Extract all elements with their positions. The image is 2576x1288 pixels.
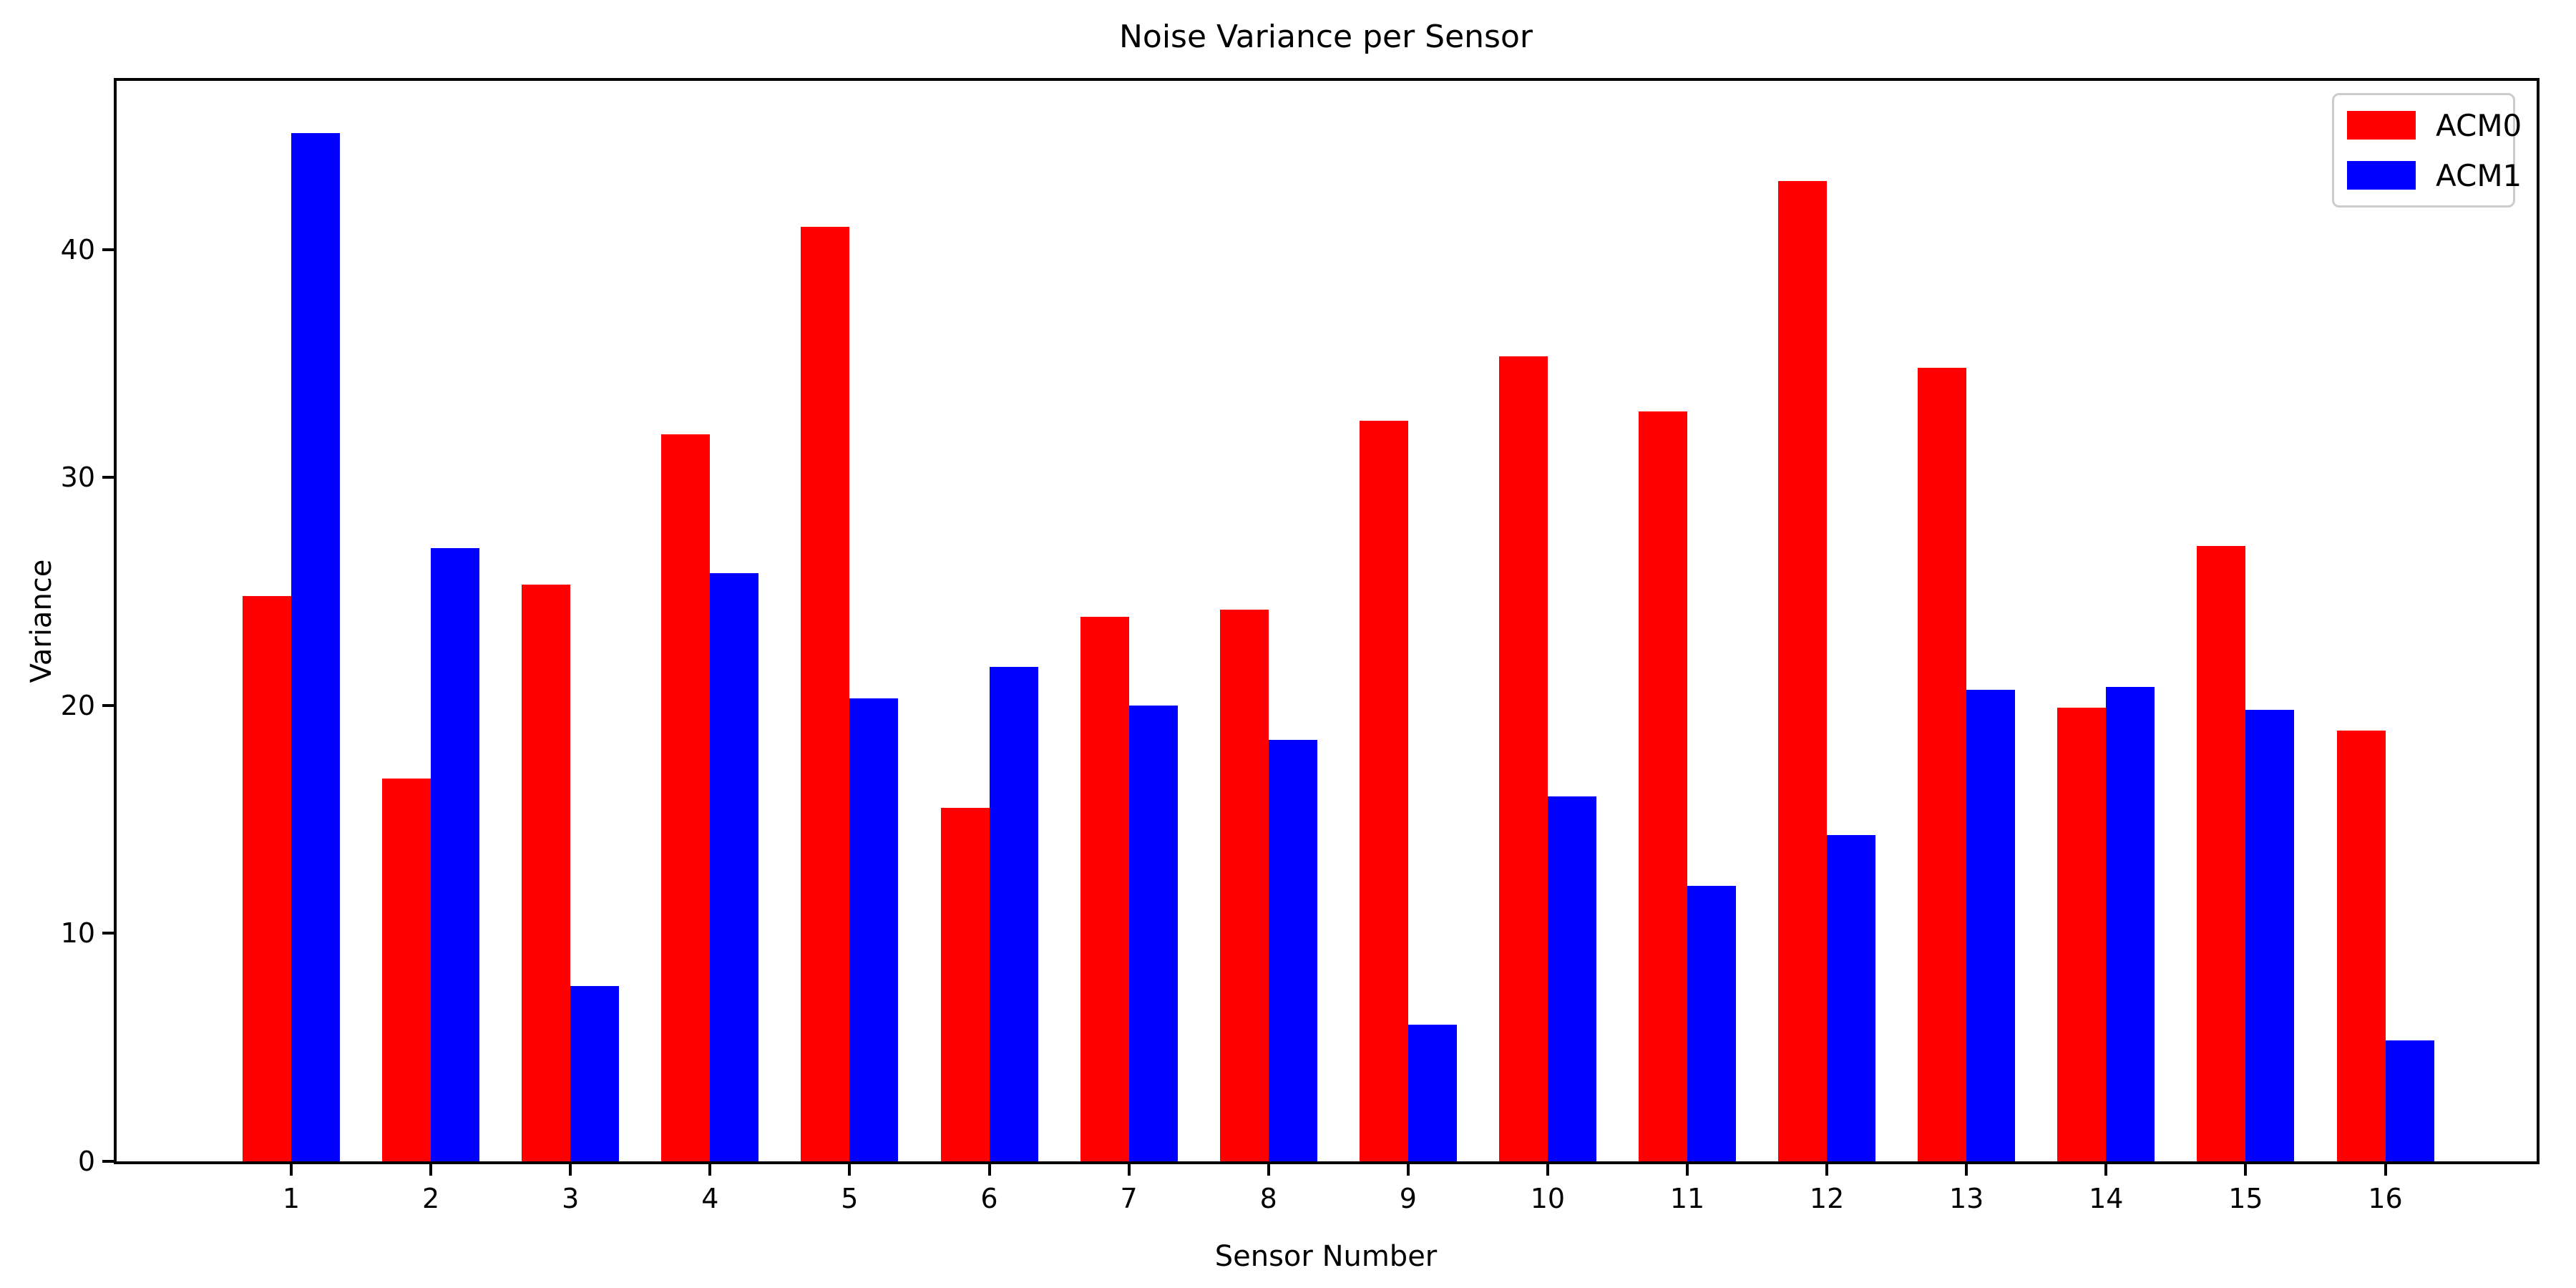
- y-tick-mark-20: [102, 703, 114, 707]
- bar-acm1-sensor-16: [2385, 1040, 2434, 1161]
- y-tick-label-40: 40: [60, 233, 95, 265]
- x-tick-label-12: 12: [1809, 1183, 1845, 1214]
- bar-acm0-sensor-14: [2057, 708, 2107, 1161]
- legend-label-acm0: ACM0: [2436, 107, 2522, 143]
- y-tick-mark-10: [102, 932, 114, 935]
- y-tick-label-0: 0: [77, 1146, 95, 1177]
- bar-acm0-sensor-6: [940, 808, 990, 1161]
- x-tick-label-10: 10: [1530, 1183, 1566, 1214]
- bar-acm0-sensor-16: [2336, 730, 2386, 1161]
- x-tick-mark-11: [1686, 1164, 1689, 1176]
- y-tick-label-20: 20: [60, 689, 95, 721]
- x-tick-label-15: 15: [2228, 1183, 2263, 1214]
- x-tick-label-8: 8: [1259, 1183, 1277, 1214]
- y-tick-label-10: 10: [60, 917, 95, 950]
- bar-acm0-sensor-7: [1080, 616, 1129, 1161]
- y-tick-mark-40: [102, 248, 114, 251]
- x-tick-mark-5: [848, 1164, 852, 1176]
- bar-acm1-sensor-12: [1827, 835, 1876, 1161]
- x-tick-mark-6: [987, 1164, 991, 1176]
- legend-label-acm1: ACM1: [2436, 157, 2522, 193]
- x-tick-label-7: 7: [1120, 1183, 1138, 1214]
- x-tick-label-14: 14: [2089, 1183, 2124, 1214]
- x-tick-label-1: 1: [282, 1183, 301, 1214]
- bar-acm0-sensor-8: [1219, 610, 1269, 1161]
- bar-acm1-sensor-7: [1128, 705, 1178, 1161]
- bar-acm0-sensor-11: [1639, 411, 1687, 1161]
- x-tick-label-16: 16: [2368, 1183, 2403, 1214]
- bar-acm0-sensor-15: [2197, 545, 2246, 1161]
- x-tick-mark-16: [2384, 1164, 2387, 1176]
- bar-acm1-sensor-6: [989, 666, 1038, 1161]
- bar-acm1-sensor-14: [2106, 687, 2155, 1161]
- x-tick-label-9: 9: [1399, 1183, 1417, 1214]
- bar-acm0-sensor-4: [661, 434, 711, 1161]
- legend-swatch-acm1: [2347, 161, 2416, 190]
- bar-acm1-sensor-13: [1966, 689, 2016, 1161]
- x-tick-mark-15: [2244, 1164, 2248, 1176]
- y-axis-label: Variance: [25, 559, 58, 683]
- x-tick-label-5: 5: [841, 1183, 859, 1214]
- y-tick-mark-0: [102, 1160, 114, 1163]
- y-tick-label-30: 30: [60, 462, 95, 494]
- x-tick-label-3: 3: [562, 1183, 580, 1214]
- x-tick-mark-2: [429, 1164, 433, 1176]
- bar-acm0-sensor-1: [243, 595, 291, 1161]
- x-tick-mark-12: [1825, 1164, 1829, 1176]
- bar-acm0-sensor-9: [1359, 420, 1408, 1161]
- bar-acm1-sensor-1: [291, 133, 340, 1161]
- bar-acm0-sensor-5: [801, 226, 850, 1161]
- bar-acm0-sensor-10: [1498, 356, 1548, 1161]
- bar-acm0-sensor-3: [522, 585, 571, 1161]
- x-tick-mark-9: [1406, 1164, 1410, 1176]
- x-tick-label-4: 4: [701, 1183, 719, 1214]
- bar-acm0-sensor-2: [382, 778, 431, 1161]
- bar-acm1-sensor-15: [2245, 710, 2295, 1161]
- x-tick-mark-10: [1546, 1164, 1549, 1176]
- bar-acm1-sensor-2: [431, 548, 480, 1161]
- x-tick-mark-7: [1127, 1164, 1131, 1176]
- x-tick-mark-13: [1965, 1164, 1968, 1176]
- x-tick-label-11: 11: [1669, 1183, 1705, 1214]
- y-tick-mark-30: [102, 476, 114, 479]
- bar-acm1-sensor-8: [1268, 739, 1317, 1161]
- x-tick-mark-1: [290, 1164, 293, 1176]
- x-tick-mark-14: [2104, 1164, 2108, 1176]
- bar-acm1-sensor-4: [710, 573, 759, 1161]
- x-tick-mark-3: [569, 1164, 572, 1176]
- bar-acm1-sensor-9: [1407, 1024, 1457, 1161]
- x-tick-label-2: 2: [422, 1183, 440, 1214]
- legend-item-acm1: ACM1: [2347, 157, 2522, 194]
- bar-acm1-sensor-3: [570, 985, 620, 1161]
- bar-acm1-sensor-10: [1547, 796, 1596, 1161]
- x-axis-label: Sensor Number: [1214, 1240, 1438, 1273]
- bar-acm1-sensor-5: [849, 698, 899, 1161]
- x-tick-mark-4: [708, 1164, 712, 1176]
- bar-acm0-sensor-12: [1778, 181, 1828, 1161]
- chart-title: Noise Variance per Sensor: [1119, 19, 1533, 55]
- x-tick-label-13: 13: [1949, 1183, 1984, 1214]
- x-tick-mark-8: [1267, 1164, 1270, 1176]
- bar-acm1-sensor-11: [1687, 885, 1736, 1161]
- legend-item-acm0: ACM0: [2347, 107, 2522, 144]
- x-tick-label-6: 6: [980, 1183, 998, 1214]
- legend: ACM0 ACM1: [2332, 93, 2522, 208]
- legend-swatch-acm0: [2347, 111, 2416, 140]
- bar-acm0-sensor-13: [1918, 368, 1967, 1161]
